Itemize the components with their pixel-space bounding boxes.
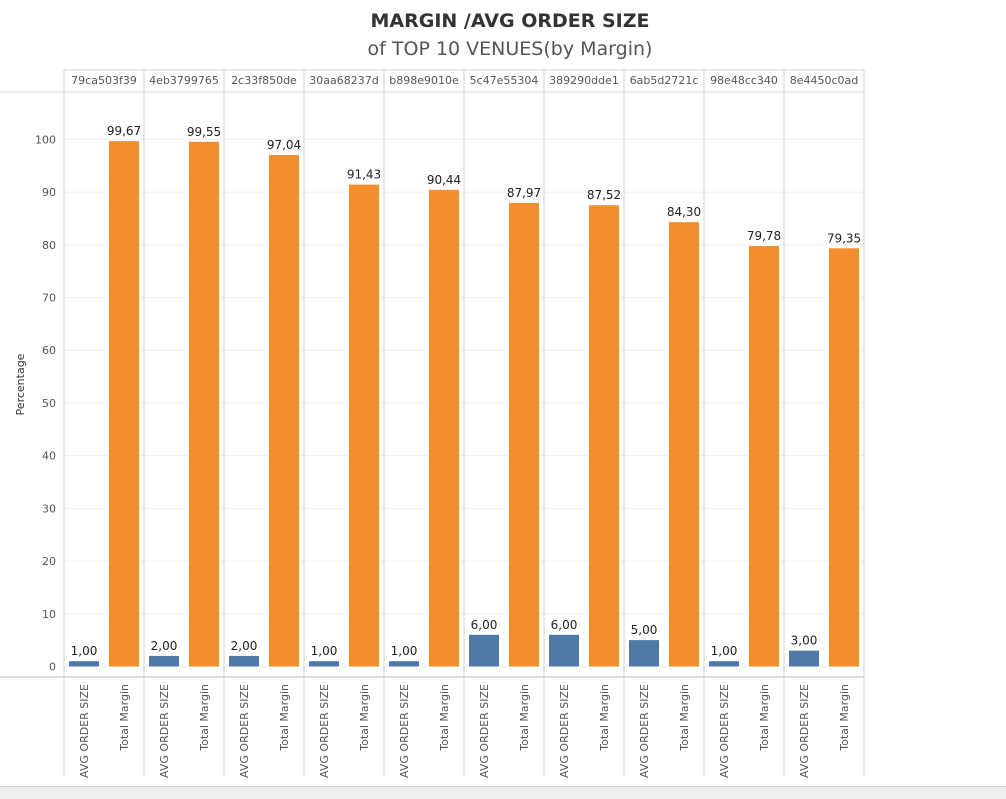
y-axis-title: Percentage [14,353,27,415]
x-measure-label: Total Margin [278,684,291,752]
venue-header: b898e9010e [389,74,459,87]
y-tick-label: 100 [35,133,56,146]
x-measure-label: Total Margin [758,684,771,752]
bar-total-margin [269,155,299,667]
venue-header: 5c47e55304 [470,74,539,87]
bar-avg-order-size [709,661,739,667]
y-tick-label: 90 [42,186,56,199]
bar-total-margin [669,222,699,667]
bar-avg-order-size [389,661,419,667]
data-label: 1,00 [391,644,418,658]
x-measure-label: AVG ORDER SIZE [318,684,331,778]
bar-total-margin [189,141,219,667]
bar-avg-order-size [69,661,99,667]
venue-header: 2c33f850de [231,74,297,87]
x-measure-label: AVG ORDER SIZE [398,684,411,778]
bar-total-margin [349,184,379,667]
bar-avg-order-size [309,661,339,667]
venue-header: 4eb3799765 [149,74,219,87]
data-label: 5,00 [631,623,658,637]
venue-header: 6ab5d2721c [630,74,699,87]
x-measure-label: AVG ORDER SIZE [78,684,91,778]
data-label: 99,67 [107,124,141,138]
x-measure-label: Total Margin [118,684,131,752]
data-label: 3,00 [791,634,818,648]
data-label: 79,35 [827,231,861,245]
x-measure-label: Total Margin [358,684,371,752]
bar-total-margin [589,205,619,667]
data-label: 2,00 [231,639,258,653]
chart-title: MARGIN /AVG ORDER SIZE [370,10,650,32]
x-measure-label: Total Margin [678,684,691,752]
x-measure-label: Total Margin [838,684,851,752]
data-label: 79,78 [747,229,781,243]
bar-total-margin [749,245,779,667]
chart-subtitle: of TOP 10 VENUES(by Margin) [367,38,653,60]
data-label: 84,30 [667,205,701,219]
y-tick-label: 50 [42,397,56,410]
x-measure-label: AVG ORDER SIZE [238,684,251,778]
data-label: 6,00 [471,618,498,632]
y-tick-label: 10 [42,608,56,621]
bar-avg-order-size [549,634,579,667]
x-measure-label: AVG ORDER SIZE [718,684,731,778]
bar-total-margin [429,189,459,667]
x-measure-label: AVG ORDER SIZE [638,684,651,778]
x-measure-label: AVG ORDER SIZE [798,684,811,778]
bar-avg-order-size [469,634,499,667]
data-label: 91,43 [347,168,381,182]
data-label: 97,04 [267,138,301,152]
data-label: 90,44 [427,173,461,187]
y-tick-label: 70 [42,292,56,305]
data-label: 2,00 [151,639,178,653]
y-tick-label: 30 [42,502,56,515]
venue-header: 79ca503f39 [71,74,137,87]
venue-header: 98e48cc340 [710,74,778,87]
data-label: 87,97 [507,186,541,200]
bar-total-margin [829,248,859,667]
x-measure-label: AVG ORDER SIZE [558,684,571,778]
bar-avg-order-size [149,655,179,667]
bar-avg-order-size [229,655,259,667]
data-label: 6,00 [551,618,578,632]
venue-header: 389290dde1 [549,74,619,87]
data-label: 99,55 [187,125,221,139]
x-measure-label: Total Margin [198,684,211,752]
venue-header: 30aa68237d [309,74,378,87]
bar-avg-order-size [789,650,819,667]
venue-header: 8e4450c0ad [790,74,859,87]
x-measure-label: AVG ORDER SIZE [158,684,171,778]
y-tick-label: 20 [42,555,56,568]
y-tick-label: 80 [42,239,56,252]
x-measure-label: Total Margin [518,684,531,752]
data-label: 87,52 [587,188,621,202]
data-label: 1,00 [311,644,338,658]
y-tick-label: 40 [42,450,56,463]
data-label: 1,00 [71,644,98,658]
x-measure-label: Total Margin [598,684,611,752]
bar-total-margin [509,202,539,667]
x-measure-label: Total Margin [438,684,451,752]
y-tick-label: 60 [42,344,56,357]
horizontal-scrollbar[interactable] [0,786,1006,799]
bar-avg-order-size [629,640,659,667]
data-label: 1,00 [711,644,738,658]
x-measure-label: AVG ORDER SIZE [478,684,491,778]
bar-total-margin [109,141,139,667]
y-tick-label: 0 [49,660,56,673]
